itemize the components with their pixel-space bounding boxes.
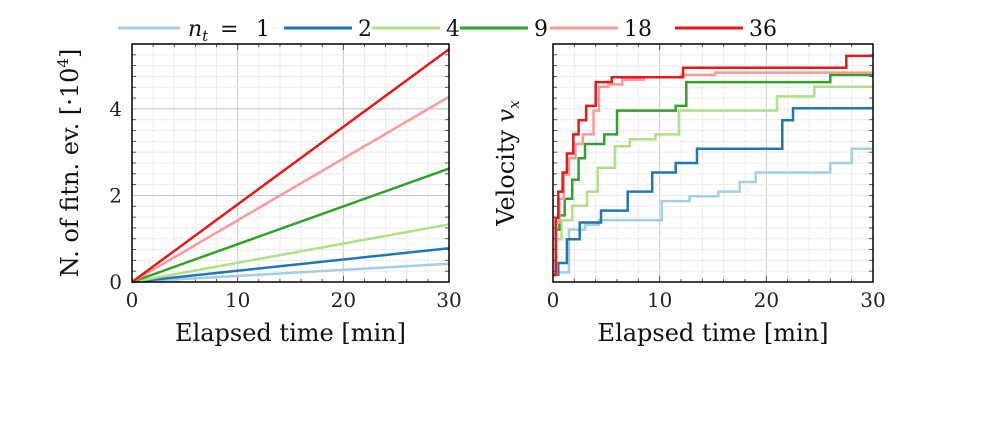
series-line-left-n9 bbox=[131, 167, 450, 284]
left-ticks: 0 2 4 0 10 20 30 bbox=[109, 97, 461, 312]
legend-var: n bbox=[188, 17, 202, 42]
series-line-left-n4 bbox=[131, 223, 450, 284]
legend-equals: = bbox=[220, 17, 238, 42]
series-line-right-n36 bbox=[553, 54, 873, 277]
series-line-right-n9 bbox=[553, 73, 873, 277]
legend-label-1: 1 bbox=[256, 17, 270, 42]
legend-sub: t bbox=[202, 27, 209, 45]
right-y-label-text: Velocity bbox=[492, 122, 520, 226]
legend-label-2: 2 bbox=[358, 17, 372, 42]
left-series bbox=[131, 48, 450, 284]
legend-label-36: 36 bbox=[749, 17, 777, 42]
legend-label-4: 4 bbox=[446, 17, 460, 42]
x-tick-label-left-0: 0 bbox=[126, 288, 139, 312]
series-line-right-n4 bbox=[553, 85, 873, 277]
legend: nt = 1 2 4 9 18 36 bbox=[118, 17, 777, 45]
chart-fitness-evaluations: 0 2 4 0 10 20 30 Elapsed time [min] N. of fitn… bbox=[54, 43, 462, 347]
right-x-axis-label: Elapsed time [min] bbox=[598, 319, 829, 347]
left-plot-frame bbox=[131, 43, 450, 283]
right-y-axis-label: Velocity vx bbox=[492, 100, 523, 227]
series-line-left-n18 bbox=[131, 95, 450, 284]
right-series bbox=[553, 54, 873, 277]
series-line-left-n2 bbox=[131, 246, 450, 284]
x-tick-label-left-10: 10 bbox=[225, 288, 250, 312]
x-tick-label-left-20: 20 bbox=[331, 288, 356, 312]
series-line-right-n1 bbox=[553, 147, 873, 277]
legend-title: nt bbox=[188, 17, 209, 45]
chart-velocity: 0 10 20 30 Elapsed time [min] Velocity vx bbox=[492, 43, 886, 347]
x-tick-label-right-20: 20 bbox=[754, 288, 779, 312]
left-y-label-close: ] bbox=[56, 49, 84, 58]
x-tick-label-right-30: 30 bbox=[860, 288, 885, 312]
y-tick-label-left-4: 4 bbox=[109, 97, 122, 121]
right-plot-frame bbox=[552, 43, 874, 283]
series-line-right-n2 bbox=[553, 107, 873, 277]
legend-label-18: 18 bbox=[624, 17, 652, 42]
left-x-axis-label: Elapsed time [min] bbox=[175, 319, 406, 347]
x-tick-label-right-0: 0 bbox=[547, 288, 560, 312]
series-line-left-n1 bbox=[131, 262, 450, 284]
left-y-label-exp: 4 bbox=[54, 58, 72, 68]
x-tick-label-right-10: 10 bbox=[647, 288, 672, 312]
left-y-label-text: N. of fitn. ev. [·10 bbox=[56, 68, 84, 278]
x-tick-label-left-30: 30 bbox=[436, 288, 461, 312]
legend-entries: 1 2 4 9 18 36 bbox=[118, 17, 777, 42]
y-tick-label-left-0: 0 bbox=[109, 270, 122, 294]
left-y-axis-label: N. of fitn. ev. [·104] bbox=[54, 49, 84, 278]
right-grid bbox=[552, 43, 874, 283]
right-y-label-var: v bbox=[492, 108, 520, 122]
right-y-label-sub: x bbox=[505, 100, 523, 109]
legend-label-9: 9 bbox=[534, 17, 548, 42]
right-ticks: 0 10 20 30 bbox=[547, 288, 886, 312]
y-tick-label-left-2: 2 bbox=[109, 183, 122, 207]
series-line-left-n36 bbox=[131, 48, 450, 284]
